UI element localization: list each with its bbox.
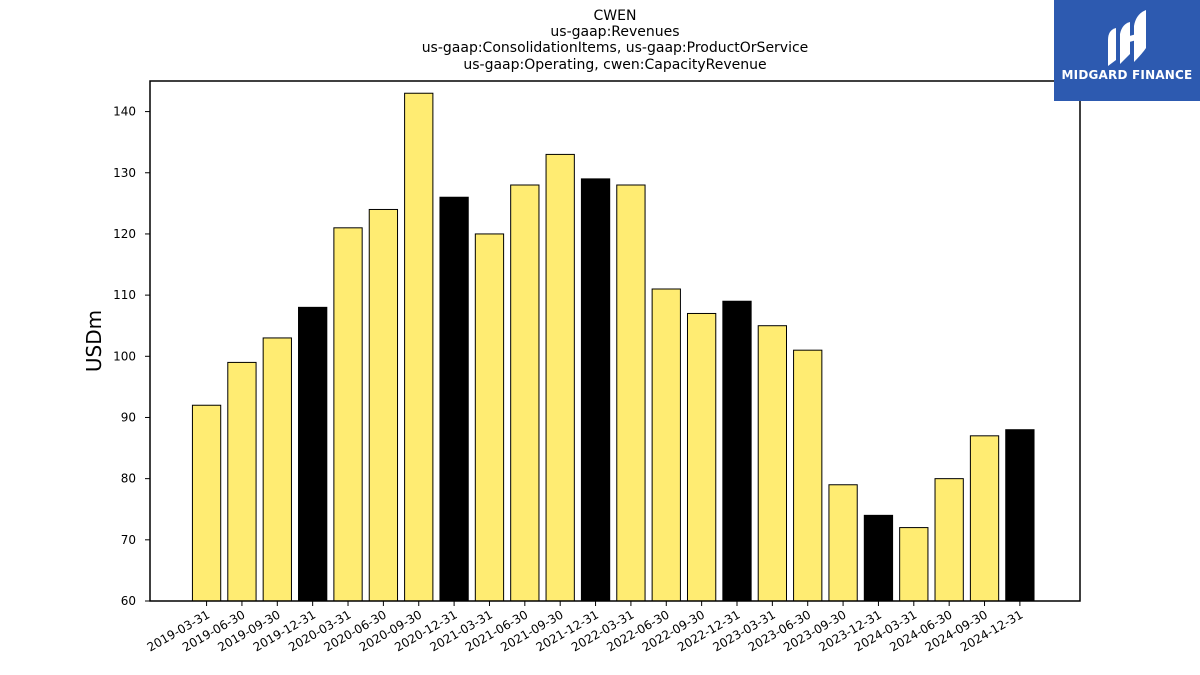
y-tick-label: 60	[121, 594, 136, 608]
bar-2022-12-31	[722, 300, 752, 602]
bar-2022-03-31	[616, 184, 646, 602]
bar-2023-06-30	[793, 349, 823, 602]
bar-2019-03-31	[191, 404, 222, 602]
brand-name: MIDGARD FINANCE	[1061, 68, 1193, 82]
bar-2020-09-30	[404, 92, 434, 602]
y-tick-label: 80	[121, 472, 136, 486]
y-tick-label: 90	[121, 410, 136, 424]
bar-2023-09-30	[828, 484, 858, 602]
bar-2024-09-30	[969, 435, 1000, 602]
y-tick-label: 110	[113, 288, 136, 302]
y-tick-label: 140	[113, 105, 136, 119]
bar-2024-06-30	[934, 478, 964, 602]
bar-2023-12-31	[863, 514, 894, 602]
bars-group	[191, 92, 1035, 602]
bar-2022-09-30	[686, 312, 717, 602]
bar-2020-12-31	[439, 196, 469, 602]
bar-2019-12-31	[298, 306, 328, 602]
bar-2021-12-31	[580, 178, 611, 602]
chart-title-line-2: us-gaap:Revenues	[550, 24, 679, 40]
brand-logo: MIDGARD FINANCE	[1054, 0, 1200, 101]
y-tick-label: 70	[121, 533, 136, 547]
bar-2024-12-31	[1005, 429, 1035, 602]
bar-2024-03-31	[899, 527, 929, 602]
bar-2019-06-30	[227, 361, 257, 602]
bar-2020-03-31	[333, 227, 363, 602]
bar-2019-09-30	[262, 337, 292, 602]
bar-2022-06-30	[651, 288, 681, 602]
y-axis: 60 70 80 90 100 110 120 130 140	[113, 105, 150, 608]
plot-frame	[149, 80, 1081, 602]
chart-title-line-1: CWEN	[594, 8, 637, 24]
bar-2021-09-30	[545, 153, 575, 602]
y-tick-label: 120	[113, 227, 136, 241]
chart-title-line-3: us-gaap:ConsolidationItems, us-gaap:Prod…	[422, 40, 809, 56]
x-axis: 2019-03-312019-06-302019-09-302019-12-31…	[145, 601, 1025, 654]
bar-2021-03-31	[474, 233, 505, 602]
y-tick-label: 130	[113, 166, 136, 180]
bar-2020-06-30	[368, 208, 399, 602]
y-axis-label: USDm	[82, 310, 106, 372]
midgard-logo-icon	[1108, 10, 1146, 66]
chart-title: CWEN us-gaap:Revenues us-gaap:Consolidat…	[422, 8, 809, 73]
bar-2021-06-30	[510, 184, 540, 602]
chart-title-line-4: us-gaap:Operating, cwen:CapacityRevenue	[463, 57, 766, 73]
y-tick-label: 100	[113, 349, 136, 363]
bar-2023-03-31	[757, 325, 788, 602]
